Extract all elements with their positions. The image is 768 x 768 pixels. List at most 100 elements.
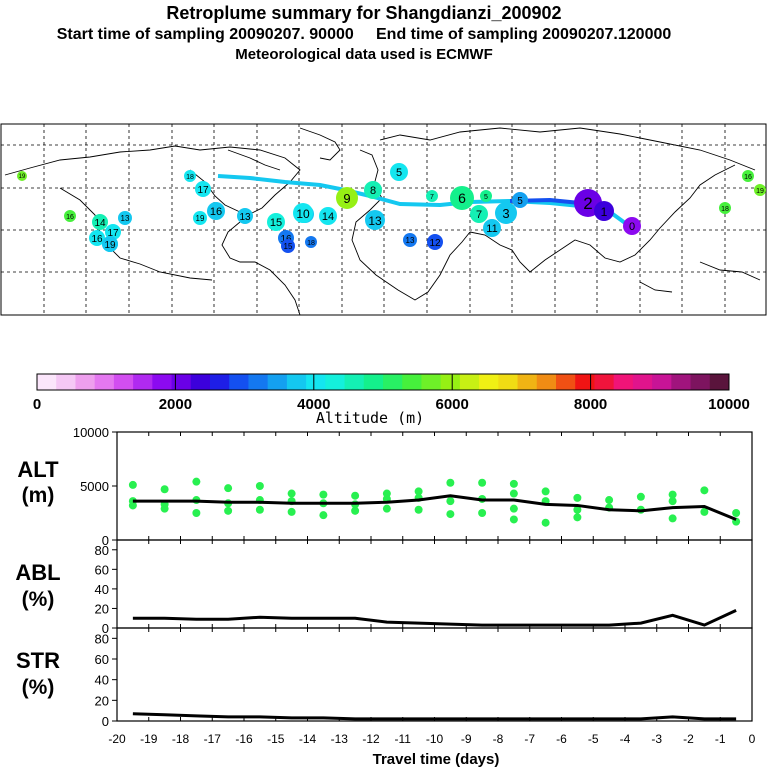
plume-day-label: 9 <box>343 191 350 206</box>
x-tick-label: -5 <box>588 732 599 746</box>
plume-dot <box>754 184 766 196</box>
plume-day-label: 17 <box>107 228 119 239</box>
plume-day-label: 15 <box>270 217 282 229</box>
plume-day-label: 13 <box>121 214 130 223</box>
series-line-abl <box>132 609 737 627</box>
plume-day-label: 19 <box>104 240 116 251</box>
altitude-cluster-dot <box>224 506 233 515</box>
plume-day-label: 13 <box>406 236 415 245</box>
plume-dot <box>365 210 385 230</box>
plume-day-label: 16 <box>91 234 103 245</box>
plume-label: 16 <box>64 210 76 222</box>
altitude-cluster-dot <box>192 509 201 517</box>
altitude-cluster-dot <box>700 486 709 495</box>
plume-day-label: 0 <box>629 221 635 233</box>
colorbar-swatch <box>75 374 96 390</box>
plume-label: 13 <box>365 210 385 230</box>
colorbar-swatch <box>709 374 730 390</box>
y-tick-label: 60 <box>95 562 109 577</box>
plume-day-label: 10 <box>296 207 310 221</box>
plume-day-label: 12 <box>429 238 441 249</box>
colorbar-swatch <box>536 374 557 390</box>
plume-day-label: 3 <box>502 206 509 221</box>
plume-day-label: 2 <box>583 194 592 213</box>
plume-label: 13 <box>403 233 417 247</box>
colorbar-swatch <box>632 374 653 390</box>
plume-label: 18 <box>184 170 196 182</box>
plume-dot <box>319 207 337 225</box>
plume-dot <box>89 230 105 246</box>
plume-dot <box>623 217 641 235</box>
altitude-cluster-dot <box>668 490 677 499</box>
plume-label: 19 <box>754 184 766 196</box>
plume-dot <box>281 239 295 253</box>
x-tick-label: -16 <box>235 732 253 746</box>
colorbar-swatch <box>171 374 192 390</box>
y-tick-label: 40 <box>95 582 109 597</box>
plume-day-label: 8 <box>370 185 376 197</box>
x-tick-label: -4 <box>620 732 631 746</box>
x-tick-label: -8 <box>493 732 504 746</box>
plume-label: 0 <box>623 217 641 235</box>
panel-frame-alt <box>116 431 753 541</box>
plume-day-label: 5 <box>517 196 523 207</box>
map-graticule <box>1 124 766 315</box>
plume-dot <box>118 211 132 225</box>
colorbar-tick-label: 10000 <box>708 396 750 413</box>
colorbar-swatch <box>152 374 173 390</box>
plume-label: 16 <box>742 170 754 182</box>
x-tick-label: -7 <box>524 732 535 746</box>
plume-day-label: 16 <box>66 214 74 221</box>
colorbar-swatch <box>94 374 115 390</box>
y-tick-label: 20 <box>95 693 109 708</box>
plume-dot <box>495 202 517 224</box>
plume-dot <box>483 219 501 237</box>
altitude-cluster-dot <box>255 505 264 514</box>
plume-dot <box>450 186 474 210</box>
altitude-cluster-dot <box>509 504 518 513</box>
plume-label: 5 <box>480 190 492 202</box>
plume-dot <box>336 187 358 209</box>
plume-day-label: 16 <box>210 206 222 218</box>
panel-frame-abl <box>116 539 753 629</box>
meteo-data-note: Meteorological data used is ECMWF <box>235 46 493 63</box>
plume-dot <box>512 192 528 208</box>
colorbar-swatch <box>133 374 153 390</box>
colorbar-swatch <box>459 374 480 390</box>
altitude-cluster-dot <box>160 485 169 494</box>
plume-label: 14 <box>92 214 108 230</box>
plume-label: 14 <box>319 207 337 225</box>
colorbar-swatch <box>286 374 307 390</box>
plume-day-label: 13 <box>368 214 382 228</box>
y-tick-label: 0 <box>102 533 109 548</box>
colorbar-swatch <box>325 374 346 390</box>
colorbar-swatch <box>56 374 76 390</box>
plume-label: 1 <box>594 201 614 221</box>
plume-day-label: 6 <box>458 190 466 206</box>
plume-day-label: 14 <box>94 218 106 229</box>
altitude-cluster-dot <box>541 487 550 496</box>
plume-label: 19 <box>102 236 118 252</box>
plume-day-label: 7 <box>476 209 482 221</box>
plume-day-label: 11 <box>486 223 497 235</box>
altitude-cluster-dot <box>255 482 264 490</box>
time-series-panels: 10000 5000 0 ALT(m) 80 60 40 20 0 ABL (%) 80 60 40 20 0… <box>15 425 755 768</box>
altitude-cluster-dot <box>700 507 709 516</box>
x-tick-label: -18 <box>172 732 190 746</box>
altitude-cluster-dot <box>351 506 360 515</box>
altitude-cluster-dot <box>668 497 677 506</box>
y-tick-label: 10000 <box>73 425 109 440</box>
chart-title: Retroplume summary for Shangdianzi_20090… <box>166 3 562 23</box>
colorbar-swatch <box>652 374 672 390</box>
x-tick-label: -12 <box>362 732 380 746</box>
altitude-cluster-dot <box>573 505 582 514</box>
plume-label: 17 <box>105 224 121 240</box>
plume-dot <box>195 181 211 197</box>
plume-label: 19 <box>17 171 27 181</box>
colorbar-swatch <box>402 374 422 390</box>
colorbar-swatch <box>113 374 134 390</box>
plume-dot <box>17 171 27 181</box>
plume-day-label: 5 <box>484 194 488 201</box>
colorbar-swatch <box>267 374 288 390</box>
y-tick-label: 5000 <box>80 479 109 494</box>
